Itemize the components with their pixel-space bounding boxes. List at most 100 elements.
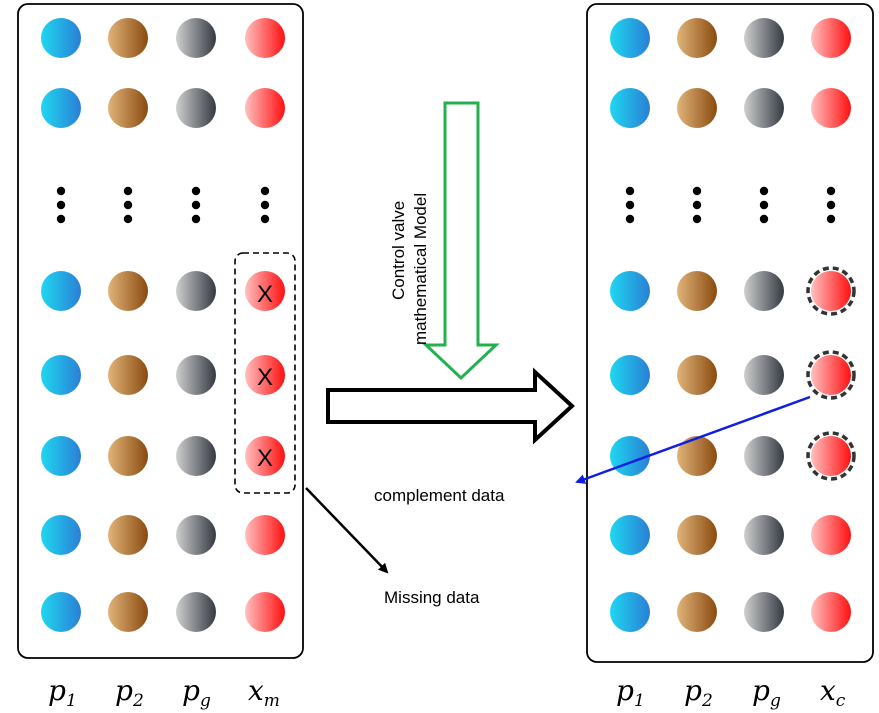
left-point-p1 bbox=[41, 436, 81, 476]
right-ellipsis-dot bbox=[826, 200, 836, 210]
right-ellipsis-dot bbox=[826, 186, 836, 196]
right-ellipsis-dot bbox=[625, 200, 635, 210]
missing-data-pointer bbox=[305, 487, 389, 574]
right-axis-label-p2: p2 bbox=[684, 674, 713, 711]
right-ellipsis-dot bbox=[625, 186, 635, 196]
right-point-p1 bbox=[610, 436, 650, 476]
right-ellipsis-dot bbox=[826, 214, 836, 224]
left-ellipsis-dot bbox=[191, 214, 201, 224]
right-point-p1 bbox=[610, 515, 650, 555]
complement-data-label: complement data bbox=[374, 486, 505, 505]
right-dataset-box bbox=[586, 3, 874, 663]
left-axis-label-p2: p2 bbox=[115, 674, 144, 711]
left-ellipsis-dot bbox=[123, 186, 133, 196]
right-axis-labels: p1 p2 pg xc bbox=[616, 674, 846, 711]
left-ellipsis-dot bbox=[260, 214, 270, 224]
right-axis-label-xc: xc bbox=[820, 674, 846, 711]
right-point-xc bbox=[811, 18, 851, 58]
left-point-p2 bbox=[108, 355, 148, 395]
left-point-xm bbox=[245, 18, 285, 58]
left-point-p2 bbox=[108, 515, 148, 555]
left-point-xm bbox=[245, 515, 285, 555]
right-point-pg bbox=[744, 18, 784, 58]
left-point-p1 bbox=[41, 88, 81, 128]
model-arrow bbox=[422, 101, 500, 381]
right-ellipsis-dot bbox=[759, 200, 769, 210]
right-point-xc bbox=[811, 515, 851, 555]
left-ellipsis-dot bbox=[123, 214, 133, 224]
left-point-xm bbox=[245, 355, 285, 395]
left-point-xm bbox=[245, 436, 285, 476]
left-ellipsis-dot bbox=[56, 214, 66, 224]
left-axis-label-xm: xm bbox=[248, 674, 280, 711]
complemented-value-ring bbox=[806, 266, 856, 316]
left-dataset-box bbox=[17, 3, 304, 659]
left-point-xm bbox=[245, 88, 285, 128]
right-axis-label-p1: p1 bbox=[616, 674, 645, 711]
left-ellipsis-dot bbox=[56, 186, 66, 196]
right-point-xc bbox=[811, 88, 851, 128]
right-point-xc bbox=[811, 436, 851, 476]
left-axis-labels: p1 p2 pg xm bbox=[48, 674, 280, 711]
right-ellipsis-dot bbox=[759, 214, 769, 224]
right-point-p2 bbox=[677, 18, 717, 58]
right-ellipsis-dot bbox=[692, 200, 702, 210]
right-point-p2 bbox=[677, 515, 717, 555]
left-point-p1 bbox=[41, 592, 81, 632]
right-point-pg bbox=[744, 88, 784, 128]
right-point-pg bbox=[744, 271, 784, 311]
transform-arrow bbox=[326, 367, 575, 445]
left-ellipsis-dot bbox=[191, 200, 201, 210]
right-point-xc bbox=[811, 355, 851, 395]
left-point-p2 bbox=[108, 271, 148, 311]
complemented-value-ring bbox=[806, 350, 856, 400]
left-point-pg bbox=[176, 88, 216, 128]
right-point-pg bbox=[744, 515, 784, 555]
right-point-p1 bbox=[610, 18, 650, 58]
left-point-pg bbox=[176, 18, 216, 58]
left-point-pg bbox=[176, 436, 216, 476]
right-point-xc bbox=[811, 271, 851, 311]
left-point-p2 bbox=[108, 436, 148, 476]
right-point-p2 bbox=[677, 355, 717, 395]
right-ellipsis-dot bbox=[692, 214, 702, 224]
right-data-points bbox=[610, 18, 856, 632]
left-point-pg bbox=[176, 271, 216, 311]
complement-data-pointer bbox=[575, 395, 811, 484]
missing-marker-2: X bbox=[257, 364, 273, 391]
model-label-line1: Control valve bbox=[389, 201, 408, 300]
left-ellipsis-dot bbox=[260, 200, 270, 210]
right-axis-label-pg: pg bbox=[752, 674, 781, 711]
model-label-line2: mathematical Model bbox=[411, 193, 430, 345]
left-ellipsis-dot bbox=[56, 200, 66, 210]
left-point-pg bbox=[176, 355, 216, 395]
missing-marker-3: X bbox=[257, 445, 273, 472]
missing-data-label: Missing data bbox=[384, 588, 480, 607]
left-point-p1 bbox=[41, 515, 81, 555]
left-point-pg bbox=[176, 592, 216, 632]
left-axis-label-pg: pg bbox=[182, 674, 211, 711]
left-ellipsis-dot bbox=[191, 186, 201, 196]
left-point-p1 bbox=[41, 355, 81, 395]
right-point-p2 bbox=[677, 88, 717, 128]
right-point-p1 bbox=[610, 88, 650, 128]
right-ellipsis-dot bbox=[625, 214, 635, 224]
left-point-p1 bbox=[41, 18, 81, 58]
right-point-xc bbox=[811, 592, 851, 632]
left-point-xm bbox=[245, 592, 285, 632]
left-point-p2 bbox=[108, 18, 148, 58]
right-point-p1 bbox=[610, 592, 650, 632]
right-point-p2 bbox=[677, 436, 717, 476]
missing-data-dashed-box bbox=[234, 252, 296, 494]
left-axis-label-p1: p1 bbox=[48, 674, 77, 711]
right-point-p1 bbox=[610, 355, 650, 395]
right-ellipsis-dot bbox=[692, 186, 702, 196]
left-point-pg bbox=[176, 515, 216, 555]
left-ellipsis-dot bbox=[123, 200, 133, 210]
left-data-points bbox=[41, 18, 285, 632]
right-ellipsis-dot bbox=[759, 186, 769, 196]
right-point-pg bbox=[744, 592, 784, 632]
left-point-p2 bbox=[108, 88, 148, 128]
missing-marker-1: X bbox=[257, 281, 273, 308]
